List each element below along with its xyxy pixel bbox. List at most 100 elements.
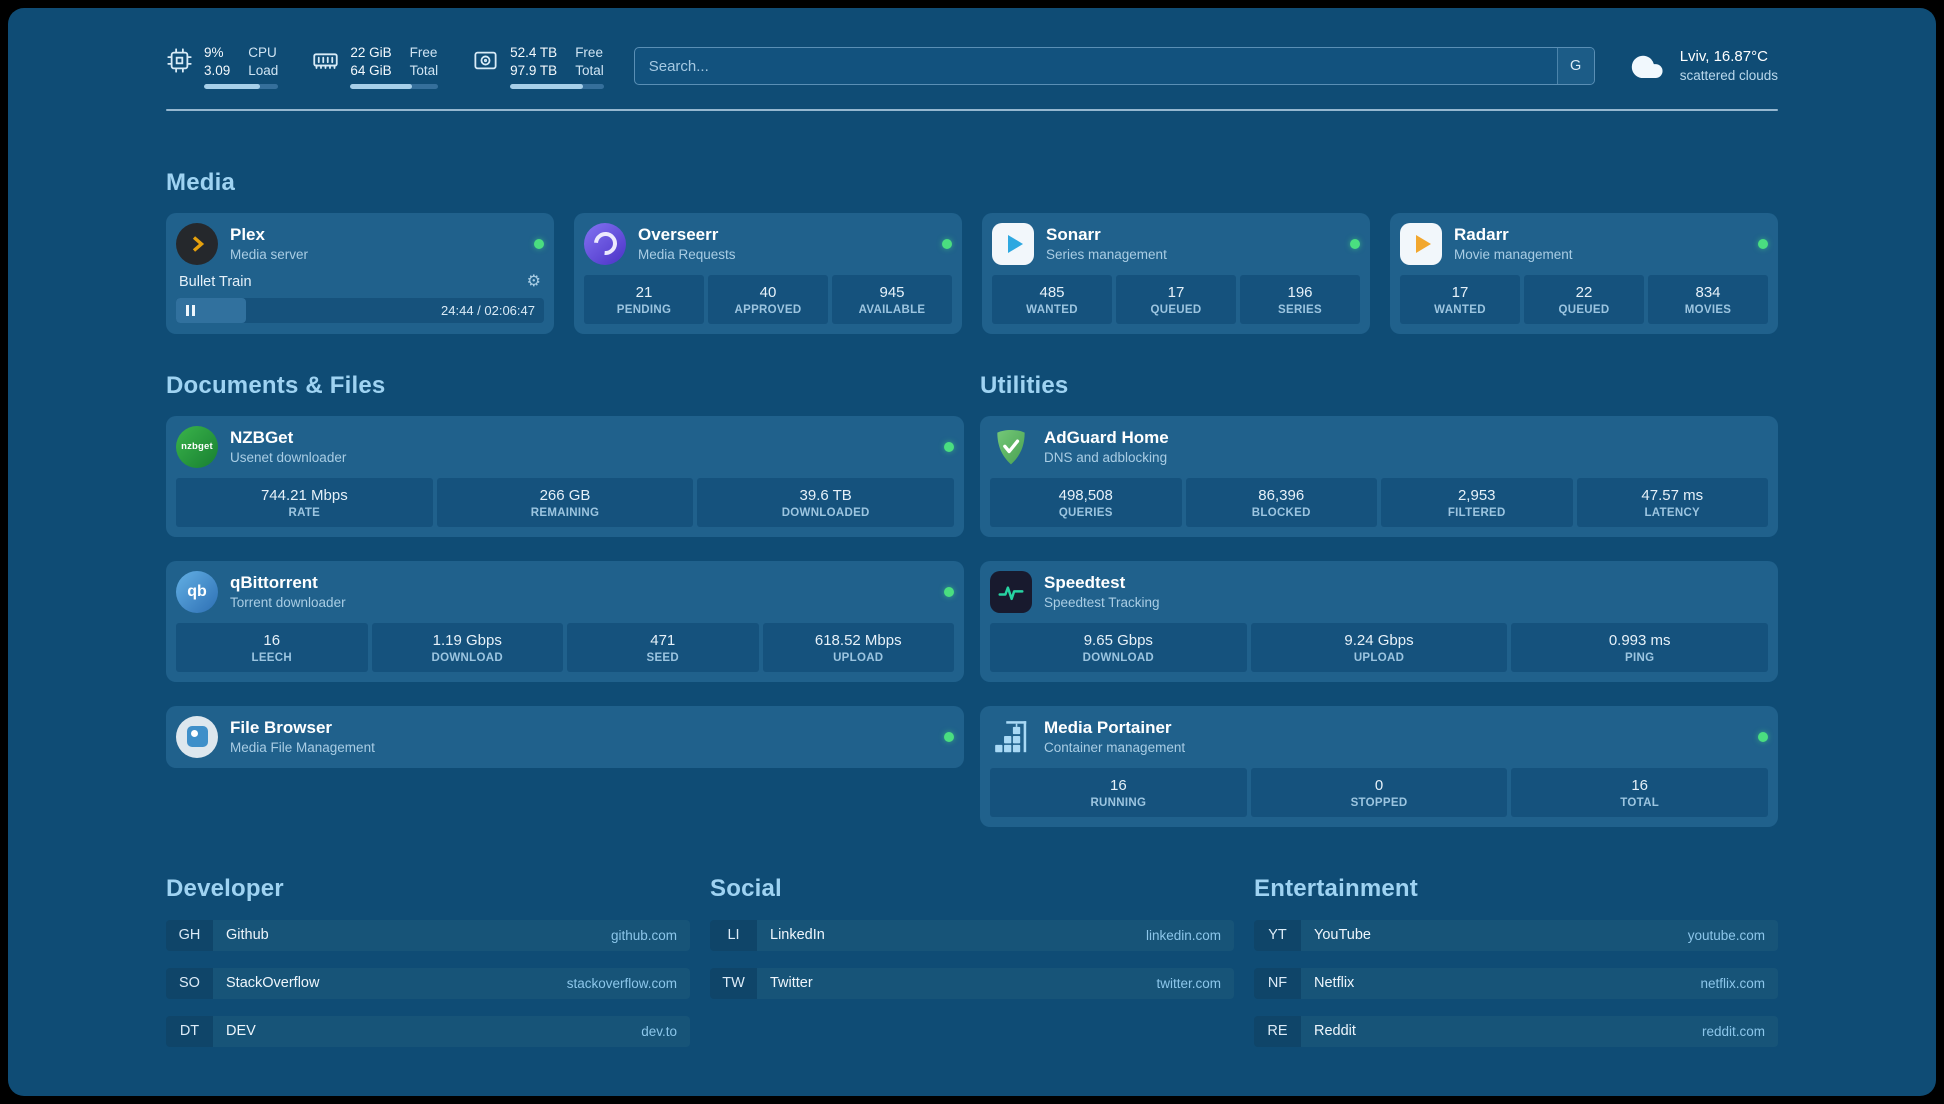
memory-total-label: Total bbox=[409, 62, 439, 78]
sonarr-icon bbox=[992, 222, 1034, 265]
bookmark-name: YouTube bbox=[1314, 927, 1371, 944]
service-card-plex[interactable]: Plex Media server Bullet Train ⚙ 24:44 /… bbox=[166, 212, 554, 334]
stat-value: 266 GB bbox=[539, 486, 591, 504]
service-subtitle: Speedtest Tracking bbox=[1044, 594, 1160, 610]
service-name: Speedtest bbox=[1044, 572, 1126, 592]
top-bar: 9% 3.09 CPU Load bbox=[166, 8, 1778, 89]
stat-value: 498,508 bbox=[1058, 486, 1113, 504]
bookmark-name: Netflix bbox=[1314, 975, 1355, 992]
bookmark-abbr: LI bbox=[710, 919, 757, 951]
bookmark-stackoverflow[interactable]: SO StackOverflow stackoverflow.com bbox=[166, 967, 690, 999]
stat-block: 618.52 Mbps UPLOAD bbox=[762, 622, 954, 672]
service-name: AdGuard Home bbox=[1044, 427, 1169, 447]
bookmark-name: Reddit bbox=[1314, 1023, 1356, 1040]
section-title-social: Social bbox=[710, 874, 782, 902]
search-input[interactable] bbox=[634, 48, 1557, 85]
stat-block: 471 SEED bbox=[567, 622, 759, 672]
bookmark-name: StackOverflow bbox=[226, 975, 320, 992]
bookmark-reddit[interactable]: RE Reddit reddit.com bbox=[1254, 1015, 1778, 1047]
bookmark-abbr: SO bbox=[166, 967, 213, 999]
bookmark-url: stackoverflow.com bbox=[566, 975, 677, 991]
cpu-monitor-body: 9% 3.09 CPU Load bbox=[204, 44, 279, 89]
memory-total-value: 64 GiB bbox=[350, 62, 392, 78]
service-name: Radarr bbox=[1454, 224, 1509, 244]
stat-value: 1.19 Gbps bbox=[432, 631, 502, 649]
documents-column: Documents & Files nzbget NZBGet Usenet d… bbox=[166, 372, 964, 827]
stat-label: PING bbox=[1625, 651, 1655, 664]
stat-block: 0 STOPPED bbox=[1250, 767, 1508, 817]
weather-condition: scattered clouds bbox=[1679, 68, 1778, 84]
weather-location: Lviv, 16.87°C bbox=[1679, 48, 1768, 66]
bookmark-netflix[interactable]: NF Netflix netflix.com bbox=[1254, 967, 1778, 999]
service-card-nzbget[interactable]: nzbget NZBGet Usenet downloader 744.21 M… bbox=[166, 415, 964, 537]
qbittorrent-icon: qb bbox=[176, 570, 218, 613]
stat-value: 16 bbox=[1631, 776, 1649, 794]
section-title-utilities: Utilities bbox=[980, 371, 1069, 399]
disk-total-value: 97.9 TB bbox=[510, 62, 558, 78]
bookmark-url: netflix.com bbox=[1700, 975, 1765, 991]
stat-block: 17 QUEUED bbox=[1116, 274, 1236, 324]
portainer-crane-icon bbox=[990, 716, 1032, 758]
bookmark-group-developer: Developer GH Github github.com SO StackO… bbox=[166, 875, 690, 1047]
playback-progress-bar[interactable]: 24:44 / 02:06:47 bbox=[176, 297, 544, 323]
bookmark-url: dev.to bbox=[641, 1023, 677, 1039]
gear-icon[interactable]: ⚙ bbox=[526, 272, 541, 290]
service-name: Overseerr bbox=[638, 224, 719, 244]
stat-block: 2,953 FILTERED bbox=[1381, 477, 1573, 527]
service-subtitle: Media File Management bbox=[230, 739, 375, 755]
stat-value: 17 bbox=[1167, 283, 1185, 301]
stat-label: LATENCY bbox=[1644, 506, 1701, 519]
service-card-speedtest[interactable]: Speedtest Speedtest Tracking 9.65 Gbps D… bbox=[980, 560, 1778, 682]
dashboard-screen: 9% 3.09 CPU Load bbox=[8, 8, 1936, 1096]
bookmark-github[interactable]: GH Github github.com bbox=[166, 919, 690, 951]
status-dot bbox=[534, 238, 544, 249]
stat-label: LEECH bbox=[251, 651, 292, 664]
disk-monitor: 52.4 TB 97.9 TB Free Total bbox=[472, 44, 604, 89]
bookmark-abbr: DT bbox=[166, 1015, 213, 1047]
pause-icon[interactable] bbox=[186, 304, 195, 316]
stat-label: WANTED bbox=[1434, 303, 1486, 316]
disk-total-label: Total bbox=[575, 62, 604, 78]
bookmark-name: DEV bbox=[226, 1023, 256, 1040]
service-card-filebrowser[interactable]: File Browser Media File Management bbox=[166, 705, 964, 768]
bookmark-twitter[interactable]: TW Twitter twitter.com bbox=[710, 967, 1234, 999]
disk-monitor-body: 52.4 TB 97.9 TB Free Total bbox=[510, 44, 604, 89]
service-card-overseerr[interactable]: Overseerr Media Requests 21 PENDING 40 A… bbox=[574, 212, 962, 334]
cpu-monitor: 9% 3.09 CPU Load bbox=[166, 44, 279, 89]
stat-block: 498,508 QUERIES bbox=[990, 477, 1182, 527]
stat-value: 2,953 bbox=[1457, 486, 1496, 504]
service-card-portainer[interactable]: Media Portainer Container management 16 … bbox=[980, 705, 1778, 827]
stat-value: 834 bbox=[1695, 283, 1721, 301]
search-provider-button[interactable]: G bbox=[1556, 48, 1594, 85]
stat-value: 16 bbox=[263, 631, 281, 649]
stat-value: 16 bbox=[1109, 776, 1127, 794]
bookmark-dev[interactable]: DT DEV dev.to bbox=[166, 1015, 690, 1047]
memory-free-value: 22 GiB bbox=[350, 45, 392, 60]
bookmark-url: reddit.com bbox=[1701, 1023, 1765, 1039]
cpu-usage-value: 9% bbox=[204, 45, 224, 60]
bookmarks-area: Developer GH Github github.com SO StackO… bbox=[166, 875, 1778, 1077]
service-card-adguard[interactable]: AdGuard Home DNS and adblocking 498,508 … bbox=[980, 415, 1778, 537]
bookmark-linkedin[interactable]: LI LinkedIn linkedin.com bbox=[710, 919, 1234, 951]
stat-value: 22 bbox=[1575, 283, 1593, 301]
bookmark-abbr: GH bbox=[166, 919, 213, 951]
playback-time: 24:44 / 02:06:47 bbox=[441, 302, 535, 318]
weather-widget[interactable]: Lviv, 16.87°C scattered clouds bbox=[1625, 47, 1778, 85]
service-card-qbittorrent[interactable]: qb qBittorrent Torrent downloader 16 LEE… bbox=[166, 560, 964, 682]
disk-free-value: 52.4 TB bbox=[510, 45, 558, 60]
service-card-sonarr[interactable]: Sonarr Series management 485 WANTED 17 Q… bbox=[982, 212, 1370, 334]
stat-label: UPLOAD bbox=[833, 651, 884, 664]
disk-usage-bar bbox=[510, 83, 604, 89]
now-playing-title: Bullet Train bbox=[179, 273, 252, 290]
stat-value: 196 bbox=[1287, 283, 1313, 301]
stat-label: WANTED bbox=[1026, 303, 1078, 316]
bookmark-youtube[interactable]: YT YouTube youtube.com bbox=[1254, 919, 1778, 951]
service-subtitle: Usenet downloader bbox=[230, 449, 347, 465]
stat-block: 0.993 ms PING bbox=[1511, 622, 1769, 672]
stat-block: 266 GB REMAINING bbox=[436, 477, 694, 527]
service-card-radarr[interactable]: Radarr Movie management 17 WANTED 22 QUE… bbox=[1390, 212, 1778, 334]
section-title-entertainment: Entertainment bbox=[1254, 874, 1418, 902]
search-bar: G bbox=[633, 47, 1595, 86]
stat-value: 0 bbox=[1374, 776, 1384, 794]
cpu-load-label: Load bbox=[248, 62, 279, 78]
